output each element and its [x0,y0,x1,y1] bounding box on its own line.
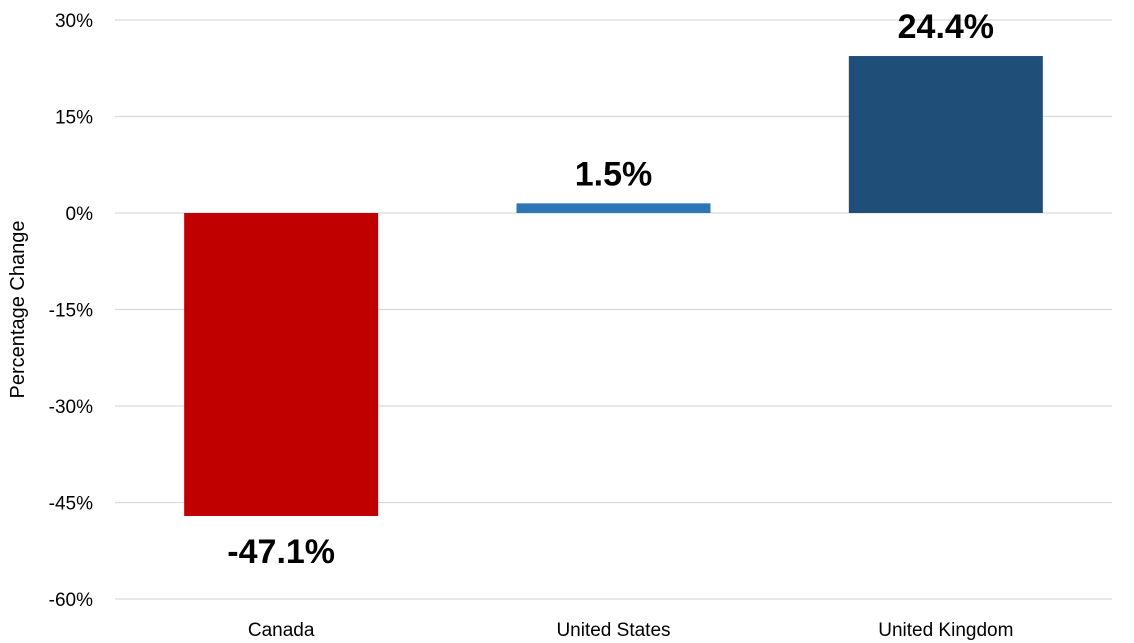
data-labels: -47.1% 1.5% 24.4% [227,8,994,571]
bar-united-states [516,203,711,213]
bar-united-kingdom [848,56,1043,213]
y-tick-label: 30% [55,11,93,32]
bar-canada [184,213,379,517]
x-tick-label: Canada [248,620,315,641]
x-axis-ticks: Canada United States United Kingdom [248,620,1014,641]
x-tick-label: United Kingdom [878,620,1013,641]
x-tick-label: United States [556,620,670,641]
y-tick-label: -15% [49,301,93,322]
bars [184,56,1043,517]
y-tick-label: -30% [49,397,93,418]
data-label: 24.4% [898,8,994,46]
y-tick-label: -60% [49,590,93,611]
y-axis-ticks: 30% 15% 0% -15% -30% -45% -60% [49,11,93,611]
data-label: 1.5% [575,155,653,193]
y-axis-title: Percentage Change [7,221,29,399]
y-tick-label: 0% [66,204,94,225]
y-tick-label: -45% [49,494,93,515]
data-label: -47.1% [227,533,335,571]
y-tick-label: 15% [55,108,93,129]
